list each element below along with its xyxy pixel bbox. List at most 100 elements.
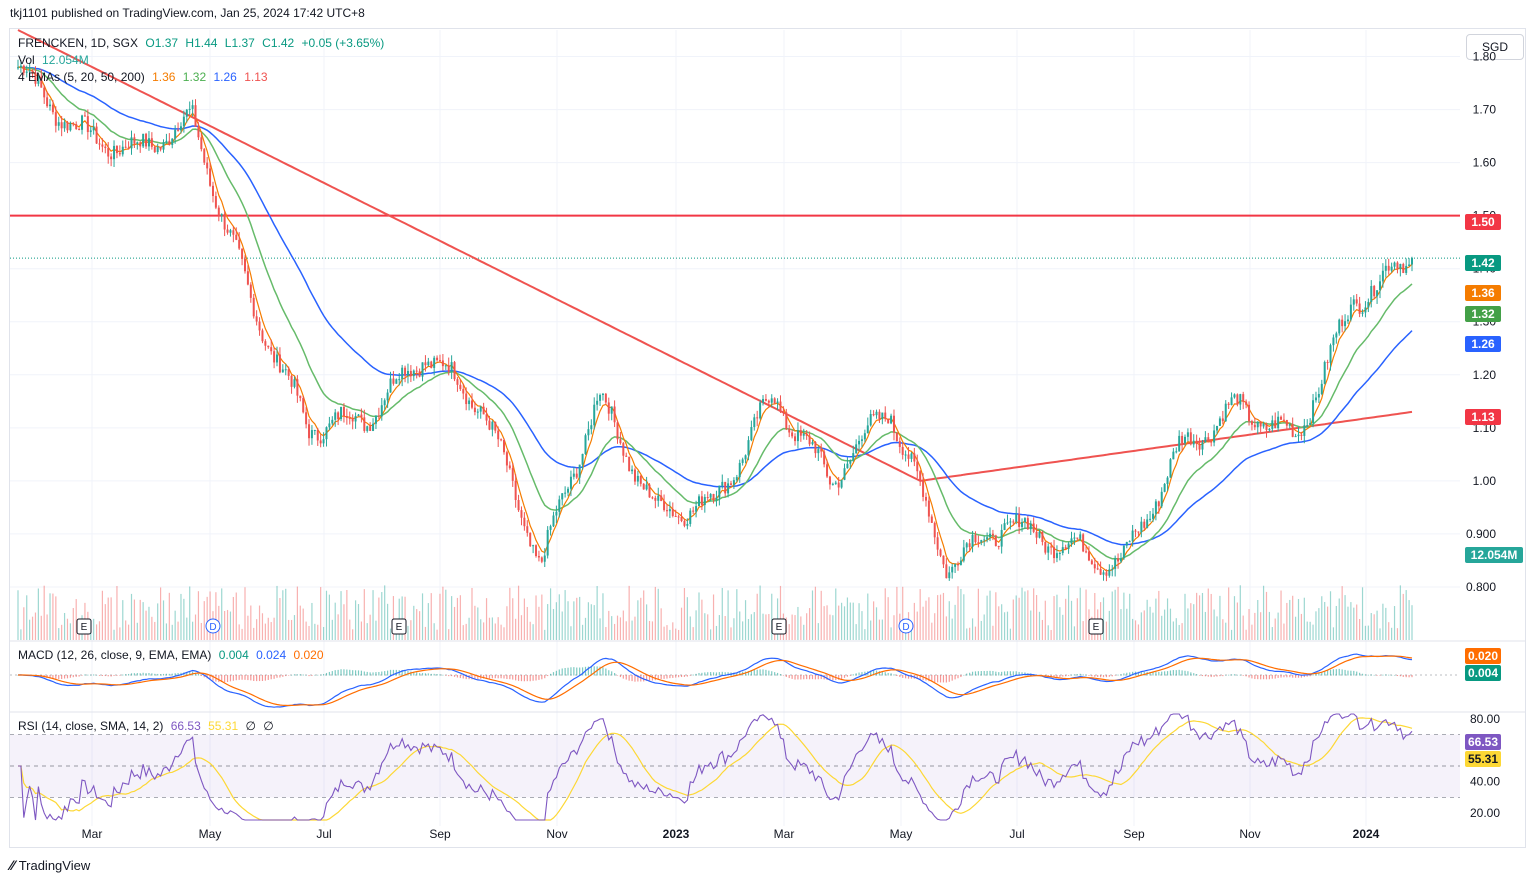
y-tick-label: 0.800 — [1466, 580, 1496, 594]
volume-bar — [849, 602, 851, 640]
volume-bar — [608, 610, 610, 640]
macd-hist-bar — [125, 674, 127, 676]
volume-bar — [739, 611, 741, 640]
candle-body — [209, 168, 212, 186]
volume-bar — [328, 594, 330, 640]
volume-bar — [683, 588, 686, 640]
macd-hist-bar — [905, 675, 907, 679]
macd-hist-bar — [494, 675, 496, 679]
macd-hist-bar — [58, 675, 60, 680]
candle-body — [54, 112, 57, 126]
macd-hist-bar — [285, 675, 287, 677]
candle-body — [872, 414, 875, 416]
macd-hist-bar — [110, 675, 112, 677]
candle-body — [328, 423, 331, 428]
candle-body — [1280, 416, 1283, 420]
volume-bar — [788, 624, 790, 640]
macd-hist-bar — [302, 674, 304, 676]
volume-bar — [471, 587, 473, 640]
volume-bar — [1344, 595, 1346, 640]
legend-open: O1.37 — [145, 36, 179, 50]
candle-body — [727, 483, 730, 494]
macd-hist-bar — [404, 670, 406, 676]
volume-bar — [1297, 599, 1300, 640]
candle-body — [881, 412, 884, 420]
candle-body — [1288, 424, 1291, 426]
y-tick-label: 1.20 — [1473, 368, 1497, 382]
macd-hist-bar — [148, 672, 150, 676]
macd-hist-bar — [1207, 675, 1209, 677]
volume-bar — [410, 620, 412, 640]
volume-bar — [619, 617, 622, 640]
volume-bar — [803, 624, 805, 640]
macd-hist-bar — [686, 675, 688, 677]
candle-body — [773, 398, 776, 404]
macd-hist-bar — [1303, 675, 1305, 678]
volume-bar — [1187, 608, 1189, 640]
volume-bar — [599, 618, 601, 640]
candle-body — [83, 115, 86, 117]
macd-hist-bar — [631, 675, 633, 682]
tradingview-logo[interactable]: ⁄⁄ TradingView — [10, 857, 90, 873]
candle-body — [276, 354, 279, 363]
macd-hist-bar — [427, 673, 429, 676]
volume-bar — [1321, 596, 1323, 640]
macd-hist-bar — [1297, 675, 1300, 678]
volume-bar — [1300, 613, 1303, 640]
volume-bar — [750, 614, 752, 640]
volume-bar — [963, 594, 965, 640]
candle-body — [712, 494, 715, 501]
candle-body — [334, 412, 337, 420]
candle-body — [794, 436, 797, 442]
macd-hist-bar — [581, 667, 584, 676]
candle-body — [860, 439, 863, 441]
macd-hist-bar — [296, 674, 298, 676]
volume-bar — [407, 625, 409, 640]
volume-bar — [52, 593, 54, 640]
macd-hist-bar — [1184, 670, 1186, 676]
volume-bar — [672, 622, 674, 640]
volume-bar — [448, 629, 450, 640]
macd-hist-bar — [1373, 674, 1375, 676]
macd-hist-bar — [308, 675, 310, 677]
volume-bar — [485, 598, 488, 640]
macd-hist-bar — [547, 675, 549, 677]
volume-bar — [256, 619, 258, 640]
macd-hist-bar — [72, 675, 74, 678]
macd-hist-bar — [1178, 669, 1180, 676]
candle-body — [616, 422, 619, 440]
macd-hist-bar — [1324, 671, 1326, 676]
volume-bar — [724, 616, 726, 640]
candle-body — [849, 460, 852, 464]
volume-bar — [497, 617, 499, 640]
candle-body — [75, 124, 78, 130]
volume-bar — [314, 623, 316, 640]
event-marker-label: E — [1093, 622, 1100, 633]
event-marker-label: E — [776, 622, 783, 633]
macd-hist-bar — [357, 670, 360, 676]
macd-hist-bar — [1222, 675, 1224, 677]
volume-bar — [1373, 614, 1375, 640]
currency-button[interactable]: SGD — [1466, 34, 1524, 60]
volume-bar — [1164, 609, 1166, 640]
volume-bar — [23, 607, 25, 640]
candle-body — [179, 126, 182, 131]
volume-bar — [1385, 607, 1387, 640]
candle-body — [852, 453, 855, 461]
macd-hist-bar — [282, 675, 284, 677]
volume-bar — [1294, 616, 1297, 640]
volume-bar — [797, 606, 799, 640]
macd-hist-bar — [1312, 674, 1314, 676]
volume-bar — [1393, 606, 1396, 640]
candle-body — [686, 523, 689, 526]
macd-hist-bar — [1082, 674, 1084, 676]
candle-body — [887, 418, 890, 424]
macd-hist-bar — [680, 675, 683, 678]
candle-body — [855, 444, 858, 454]
macd-hist-bar — [774, 672, 776, 676]
candle-body — [1163, 483, 1166, 492]
macd-signal-line — [18, 655, 1413, 707]
volume-bar — [346, 589, 348, 640]
candle-body — [450, 362, 453, 372]
